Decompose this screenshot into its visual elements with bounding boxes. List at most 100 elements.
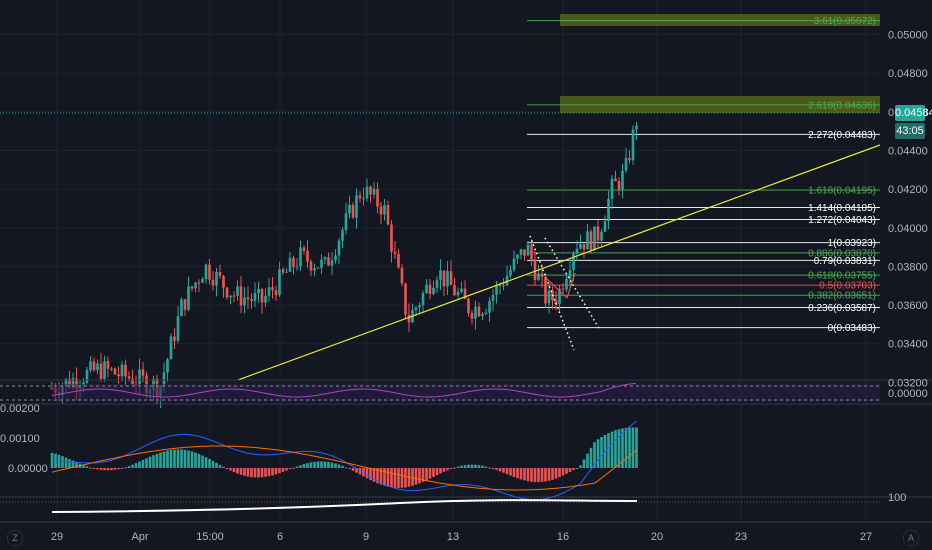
candle-body	[358, 195, 362, 199]
candle-body	[600, 231, 603, 241]
macd-histogram-bar	[138, 461, 141, 468]
macd-histogram-bar	[120, 468, 124, 469]
macd-histogram-bar	[449, 468, 453, 469]
macd-histogram-bar	[344, 467, 348, 469]
macd-histogram-bar	[183, 449, 187, 468]
candle-body	[428, 284, 432, 294]
macd-axis-label-1: 0.00100	[0, 433, 40, 445]
macd-histogram-bar	[502, 468, 505, 473]
auto-scale-button[interactable]: A	[903, 530, 919, 546]
indicator-panes	[0, 379, 932, 523]
macd-histogram-bar	[568, 468, 572, 472]
macd-histogram-bar	[309, 462, 313, 468]
candle-body	[229, 295, 232, 298]
time-tick-7: 20	[651, 531, 663, 543]
macd-histogram-bar	[383, 468, 386, 486]
candle-body	[306, 250, 309, 262]
macd-histogram-bar	[197, 453, 201, 468]
macd-histogram-bar	[400, 468, 404, 488]
macd-histogram-bar	[509, 468, 512, 476]
price-tick-8: 0.03400	[888, 339, 928, 351]
candle-body	[607, 198, 610, 222]
zone-3618	[560, 14, 880, 26]
macd-histogram-bar	[250, 468, 253, 478]
candle-body	[617, 181, 621, 190]
candle-body	[194, 282, 197, 289]
fib-label-7: 0.886(0.03870)	[808, 248, 876, 259]
candle-body	[582, 244, 586, 250]
candle-body	[162, 372, 166, 386]
macd-histogram-bar	[628, 427, 631, 468]
macd-histogram-bar	[337, 464, 341, 468]
price-tick-4: 0.04200	[888, 184, 928, 196]
candle-body	[596, 226, 600, 241]
candle-body	[603, 221, 607, 232]
price-tick-6: 0.03800	[888, 261, 928, 273]
macd-histogram-bar	[439, 468, 442, 474]
macd-histogram-bar	[285, 468, 288, 471]
current-price-badge: 0.04584	[895, 105, 932, 121]
macd-histogram-bar	[411, 468, 414, 486]
macd-histogram-bar	[379, 468, 383, 485]
price-tick-1: 0.04800	[888, 68, 928, 80]
macd-histogram-bar	[64, 457, 68, 468]
candle-body	[260, 289, 264, 303]
macd-histogram-bar	[425, 468, 428, 481]
candle-body	[253, 293, 257, 301]
macd-histogram-bar	[281, 468, 285, 472]
macd-histogram-bar	[372, 468, 376, 482]
macd-histogram-bar	[621, 428, 624, 468]
macd-histogram-bar	[565, 468, 568, 474]
candle-body	[117, 374, 120, 377]
macd-histogram-bar	[369, 468, 372, 481]
macd-histogram-bar	[271, 468, 274, 476]
macd-histogram-bar	[127, 466, 131, 468]
macd-histogram-bar	[68, 459, 71, 468]
macd-histogram-bar	[495, 468, 498, 470]
candle-body	[334, 255, 337, 261]
macd-histogram-bar	[190, 451, 194, 468]
harmonic-leg-1	[545, 277, 568, 299]
candle-body	[138, 369, 141, 385]
candle-body	[89, 361, 92, 371]
macd-histogram-bar	[463, 465, 467, 468]
candle-body	[183, 299, 187, 310]
macd-histogram-bar	[526, 468, 530, 482]
macd-histogram-bar	[201, 455, 204, 468]
macd-histogram-bar	[243, 468, 246, 476]
macd-histogram-bar	[141, 459, 145, 468]
macd-histogram-bar	[540, 468, 544, 482]
candle-body	[369, 186, 372, 195]
candle-body	[425, 284, 428, 293]
candle-body	[554, 300, 558, 305]
macd-histogram-bar	[533, 468, 537, 483]
macd-histogram-bar	[239, 468, 243, 475]
macd-histogram-bar	[589, 447, 593, 468]
macd-histogram-bar	[530, 468, 533, 482]
macd-histogram-bar	[208, 458, 211, 468]
macd-histogram-bar	[544, 468, 547, 482]
candle-body	[320, 259, 323, 268]
candle-body	[190, 286, 194, 289]
macd-histogram-bar	[330, 462, 334, 468]
trendlines[interactable]	[237, 144, 881, 381]
macd-histogram-bar	[134, 463, 138, 468]
candle-body	[432, 287, 435, 294]
candle-body	[383, 205, 386, 215]
time-axis[interactable]: 29 Apr 15:00 6 9 13 16 20 23 27	[51, 531, 872, 543]
candle-body	[498, 285, 502, 287]
candle-body	[467, 298, 470, 314]
candle-body	[281, 269, 285, 273]
zoom-button[interactable]: Z	[7, 530, 23, 546]
macd-histogram-bar	[488, 467, 491, 469]
candle-body	[208, 264, 211, 280]
macd-histogram-bar	[295, 466, 299, 468]
macd-histogram-bar	[106, 468, 110, 471]
candle-body	[120, 364, 124, 377]
macd-histogram-bar	[320, 461, 323, 468]
candle-body	[71, 378, 75, 388]
fibonacci-extension[interactable]: 3.61(0.05072) 2.618(0.04636) 2.272(0.04483…	[527, 16, 880, 334]
macd-histogram-bar	[267, 468, 271, 477]
